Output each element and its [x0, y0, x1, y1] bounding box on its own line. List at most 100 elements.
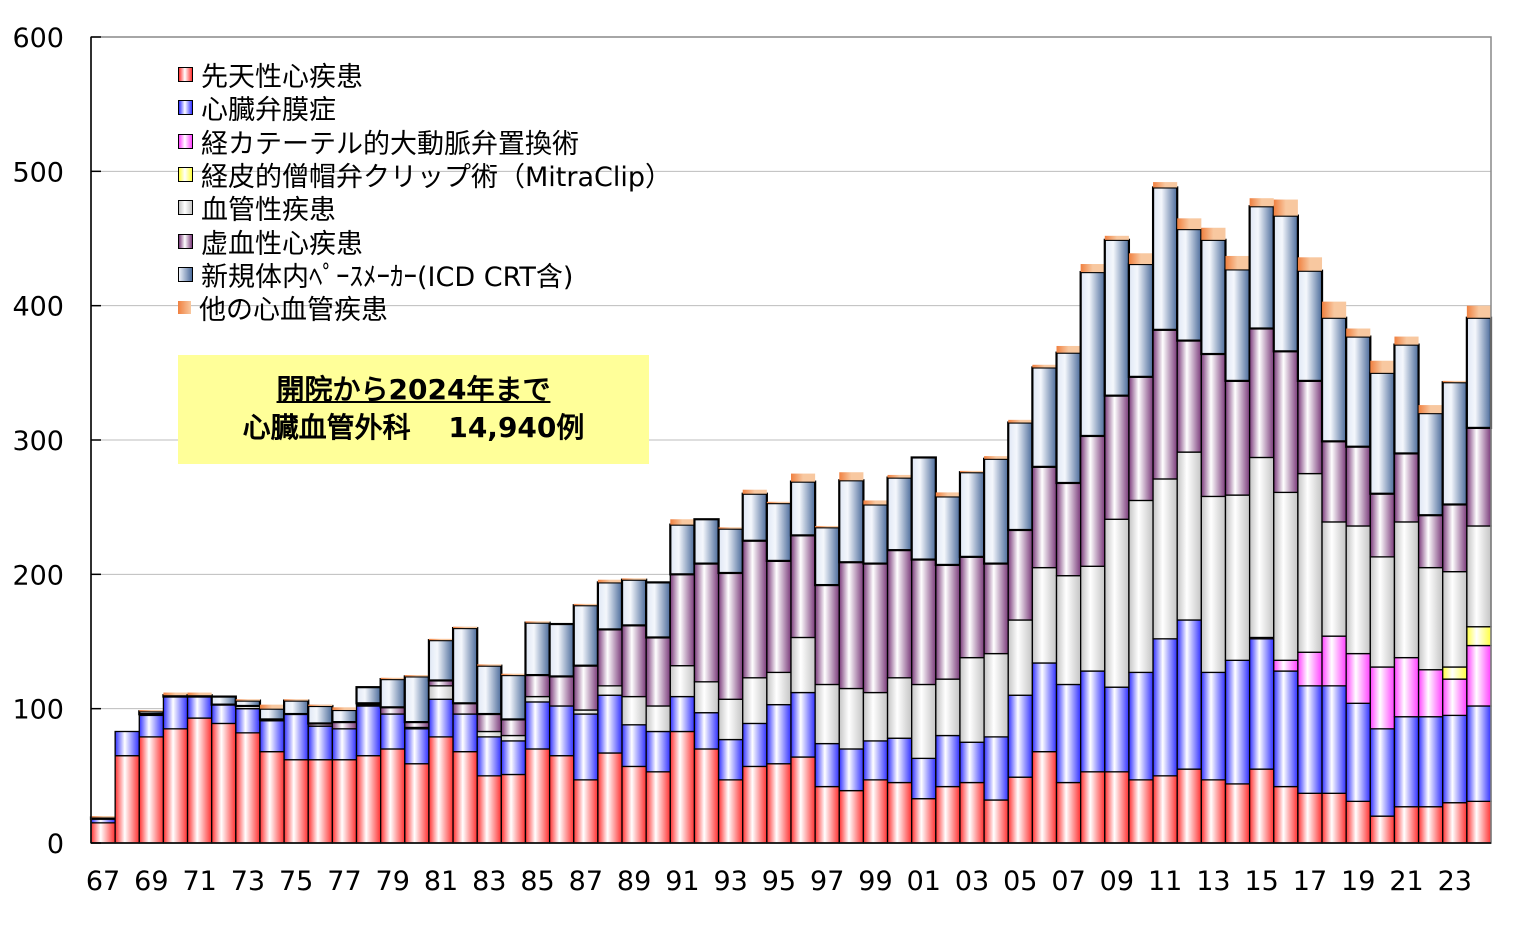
legend-label: 新規体内ﾍﾟｰｽﾒｰｶｰ(ICD CRT含): [201, 261, 574, 293]
bar-94: [741, 489, 768, 844]
bar-segment-vascular: [1297, 472, 1323, 653]
y-tick-label: 100: [12, 695, 64, 726]
bar-segment-congenital: [983, 799, 1009, 844]
bar-segment-vascular: [1080, 565, 1106, 672]
bar-segment-ischemic: [717, 572, 744, 700]
bar-segment-valve: [621, 724, 647, 768]
bar-segment-other: [501, 673, 526, 676]
bar-84: [500, 673, 527, 844]
bar-segment-valve: [235, 708, 261, 734]
bar-88: [596, 579, 624, 844]
bar-segment-ischemic: [1417, 514, 1444, 569]
bar-segment-congenital: [1128, 779, 1154, 844]
bar-segment-other: [308, 704, 333, 706]
bar-segment-valve: [1393, 716, 1420, 808]
bar-segment-congenital: [573, 779, 599, 844]
bar-segment-tavi: [1297, 651, 1323, 687]
bar-segment-congenital: [935, 785, 961, 844]
bar-segment-valve: [790, 691, 816, 758]
bar-17: [1296, 257, 1324, 844]
bar-segment-valve: [1273, 670, 1299, 788]
bar-segment-vascular: [1104, 518, 1130, 688]
x-tick-label: 79: [376, 866, 410, 897]
bar-segment-other: [742, 489, 767, 494]
bar-segment-vascular: [814, 683, 840, 745]
bar-segment-vascular: [790, 636, 816, 694]
legend-label: 経皮的僧帽弁クリップ術（MitraClip）: [201, 162, 673, 194]
bar-segment-pacemaker: [717, 527, 744, 575]
legend-item: 経カテーテル的大動脈弁置換術: [178, 125, 672, 160]
bar-segment-valve: [645, 730, 671, 773]
bar-segment-congenital: [1248, 768, 1275, 844]
bar-segment-valve: [1248, 638, 1275, 770]
bar-segment-pacemaker: [548, 622, 575, 678]
bar-segment-valve: [476, 736, 502, 777]
bar-68: [114, 730, 140, 844]
bar-segment-other: [1346, 328, 1371, 337]
bar-segment-congenital: [1176, 768, 1202, 844]
bar-segment-congenital: [669, 730, 696, 844]
bar-segment-other: [815, 525, 840, 528]
bar-segment-pacemaker: [500, 673, 527, 721]
bar-segment-pacemaker: [403, 675, 431, 724]
bar-segment-other: [1418, 405, 1443, 414]
bar-segment-tavi: [1393, 656, 1420, 718]
bar-segment-pacemaker: [1465, 316, 1493, 430]
bar-segment-other: [1273, 199, 1298, 216]
bar-segment-congenital: [959, 781, 985, 844]
bar-21: [1393, 336, 1420, 844]
x-tick-label: 15: [1245, 866, 1279, 897]
bar-segment-congenital: [1224, 783, 1251, 844]
bar-segment-other: [139, 710, 164, 712]
bars: [89, 182, 1493, 844]
bar-segment-other: [525, 621, 550, 623]
bar-segment-other: [1032, 364, 1057, 368]
bar-segment-valve: [524, 701, 551, 750]
bar-segment-pacemaker: [1007, 421, 1034, 532]
bar-segment-pacemaker: [524, 621, 551, 677]
bar-segment-valve: [693, 712, 720, 750]
bar-segment-pacemaker: [693, 518, 720, 565]
bar-segment-valve: [862, 740, 889, 781]
bar-segment-vascular: [1248, 456, 1275, 639]
bar-segment-pacemaker: [234, 699, 262, 708]
bar-segment-valve: [259, 720, 285, 753]
bar-segment-vascular: [428, 685, 454, 700]
bar-segment-tavi: [1417, 669, 1444, 718]
y-tick-label: 600: [12, 23, 64, 54]
y-tick-label: 0: [47, 829, 64, 860]
bar-segment-ischemic: [935, 564, 961, 680]
bar-segment-pacemaker: [1393, 343, 1420, 455]
bar-80: [403, 675, 431, 844]
bar-segment-pacemaker: [138, 710, 165, 716]
bar-segment-ischemic: [1200, 353, 1227, 498]
bar-23: [1441, 380, 1468, 844]
bar-segment-other: [477, 664, 502, 666]
bar-segment-vascular: [476, 730, 502, 738]
bar-13: [1200, 227, 1227, 844]
bar-segment-ischemic: [959, 556, 985, 659]
bar-segment-pacemaker: [1176, 227, 1203, 342]
bar-segment-congenital: [404, 763, 430, 844]
bar-segment-valve: [814, 742, 840, 788]
bar-segment-other: [404, 675, 429, 677]
bar-segment-pacemaker: [910, 456, 937, 561]
x-tick-label: 11: [1148, 866, 1182, 897]
legend-label: 心臓弁膜症: [201, 95, 336, 127]
bar-segment-pacemaker: [258, 707, 286, 721]
bar-segment-other: [573, 603, 598, 606]
legend-label: 経カテーテル的大動脈弁置換術: [201, 128, 579, 160]
bar-segment-valve: [452, 713, 478, 753]
x-tick-label: 21: [1389, 866, 1423, 897]
bar-segment-congenital: [1007, 776, 1034, 844]
bar-segment-pacemaker: [331, 708, 358, 724]
bar-segment-valve: [1128, 671, 1154, 781]
bar-segment-pacemaker: [1224, 268, 1251, 382]
bar-segment-congenital: [307, 759, 334, 844]
bar-segment-congenital: [1055, 781, 1082, 844]
legend-swatch: [178, 133, 193, 149]
bar-segment-ischemic: [452, 702, 478, 715]
x-tick-label: 99: [858, 866, 892, 897]
bar-segment-congenital: [259, 751, 285, 844]
